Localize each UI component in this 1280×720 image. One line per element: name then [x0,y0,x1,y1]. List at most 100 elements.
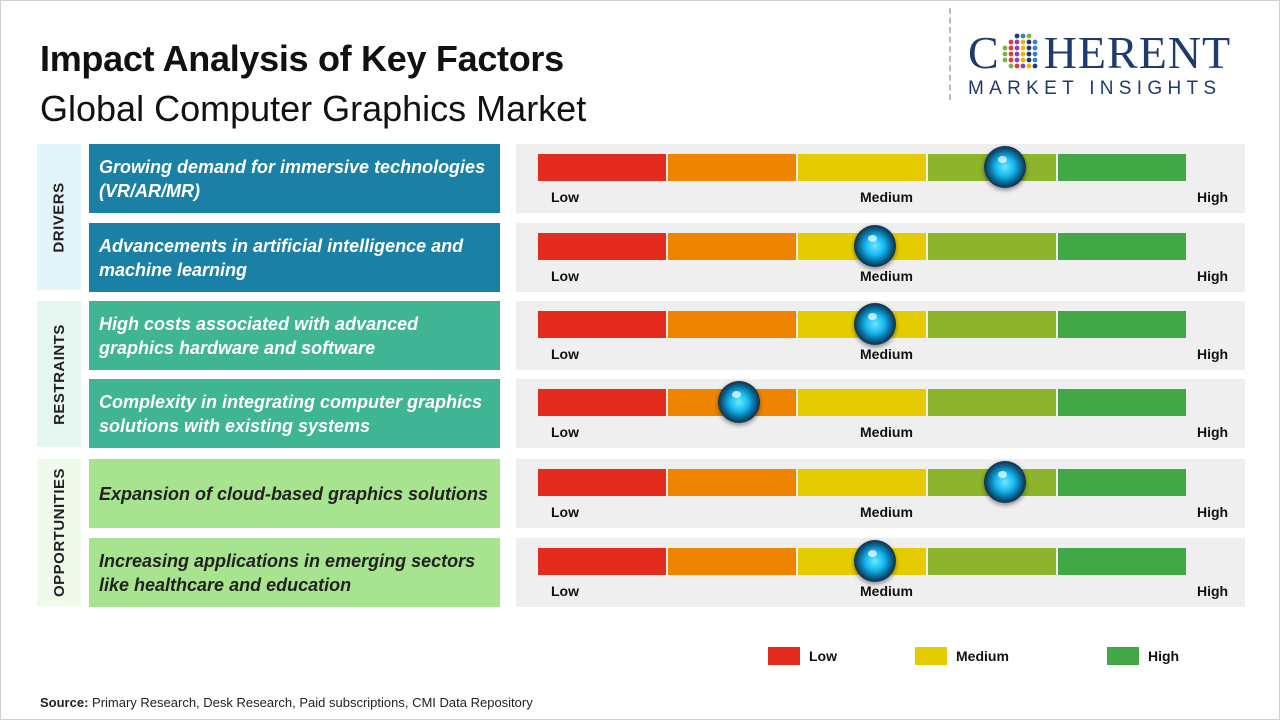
logo-dot [1032,51,1038,57]
legend-label: Medium [956,648,1009,664]
legend-swatch [915,647,947,665]
logo-wordmark: C HERENT [968,27,1232,78]
gauge-label-low: Low [551,504,579,520]
category-label: OPPORTUNITIES [50,467,68,598]
gauge-segment [538,154,666,181]
logo-dot [1014,33,1020,39]
gauge-label-high: High [1197,268,1229,284]
logo-dot [1020,51,1026,57]
gauge-label-high: High [1197,583,1229,599]
logo-dot [1014,45,1020,51]
category-opportunities: OPPORTUNITIES [37,459,81,606]
impact-indicator [853,225,896,267]
logo-dot [1008,63,1014,69]
logo-dot [1002,51,1008,57]
factor-label: Expansion of cloud-based graphics soluti… [89,459,500,528]
logo-dot [1014,63,1020,69]
gauge-segment [928,233,1056,260]
gauge-label-medium: Medium [860,424,913,440]
legend-swatch [1107,647,1139,665]
logo-dot [1026,39,1032,45]
impact-indicator [717,381,760,423]
factor-label: Advancements in artificial intelligence … [89,223,500,292]
gauge-label-medium: Medium [860,504,913,520]
gauge-label-high: High [1197,189,1229,205]
gauge-label-high: High [1197,346,1229,362]
gauge-label-high: High [1197,424,1229,440]
category-label: RESTRAINTS [50,323,68,425]
chart-title: Impact Analysis of Key Factors [40,38,564,79]
impact-gauge: Low Medium High [516,538,1245,607]
gauge-label-low: Low [551,346,579,362]
legend-item-low: Low [768,647,837,665]
gauge-label-low: Low [551,268,579,284]
gauge-segment [668,233,796,260]
legend-swatch [768,647,800,665]
logo-globe-icon [1002,33,1038,69]
gauge-segment [538,311,666,338]
logo-dot [1020,63,1026,69]
gauge-segment [668,154,796,181]
gauge-bar [538,389,1186,416]
logo-dot [1008,45,1014,51]
gauge-segment [1058,233,1186,260]
source-text: Primary Research, Desk Research, Paid su… [88,695,533,710]
logo-dot [1014,39,1020,45]
source-note: Source: Primary Research, Desk Research,… [40,695,533,710]
logo-dot [1008,57,1014,63]
gauge-label-low: Low [551,189,579,205]
logo-dot [1020,57,1026,63]
gauge-bar [538,548,1186,575]
legend-item-medium: Medium [915,647,1009,665]
logo-dot [1020,45,1026,51]
legend-label: High [1148,648,1180,664]
logo-dot [1014,51,1020,57]
logo-dot [1026,63,1032,69]
gauge-segment [1058,154,1186,181]
impact-indicator [983,461,1026,503]
gauge-segment [668,469,796,496]
logo-dot [1032,39,1038,45]
category-drivers: DRIVERS [37,144,81,290]
logo-dot [1032,63,1038,69]
gauge-segment [538,389,666,416]
gauge-segment [928,311,1056,338]
impact-gauge: Low Medium High [516,223,1245,292]
factor-label: High costs associated with advanced grap… [89,301,500,370]
gauge-segment [798,389,926,416]
logo-dot [1026,45,1032,51]
logo-dot [1032,45,1038,51]
gauge-segment [1058,469,1186,496]
factor-label: Growing demand for immersive technologie… [89,144,500,213]
gauge-segment [668,548,796,575]
logo-divider [949,8,951,100]
legend-item-high: High [1107,647,1179,665]
company-logo: C HERENT MARKET INSIGHTS [968,30,1264,102]
gauge-bar [538,469,1186,496]
source-label: Source: [40,695,89,710]
gauge-segment [538,469,666,496]
gauge-label-high: High [1197,504,1229,520]
gauge-segment [798,469,926,496]
gauge-segment [928,389,1056,416]
legend-label: Low [809,648,837,664]
impact-gauge: Low Medium High [516,301,1245,370]
impact-indicator [853,540,896,582]
logo-dot [1026,33,1032,39]
logo-dot [1032,57,1038,63]
logo-dot [1026,51,1032,57]
gauge-segment [538,233,666,260]
logo-dot [1020,39,1026,45]
logo-dot [1014,57,1020,63]
gauge-segment [1058,389,1186,416]
logo-dot [1002,45,1008,51]
impact-gauge: Low Medium High [516,379,1245,448]
gauge-label-low: Low [551,583,579,599]
impact-indicator [983,146,1026,188]
gauge-segment [928,548,1056,575]
logo-dot [1008,51,1014,57]
impact-gauge: Low Medium High [516,459,1245,528]
logo-dot [1020,33,1026,39]
factor-label: Increasing applications in emerging sect… [89,538,500,607]
gauge-label-medium: Medium [860,268,913,284]
